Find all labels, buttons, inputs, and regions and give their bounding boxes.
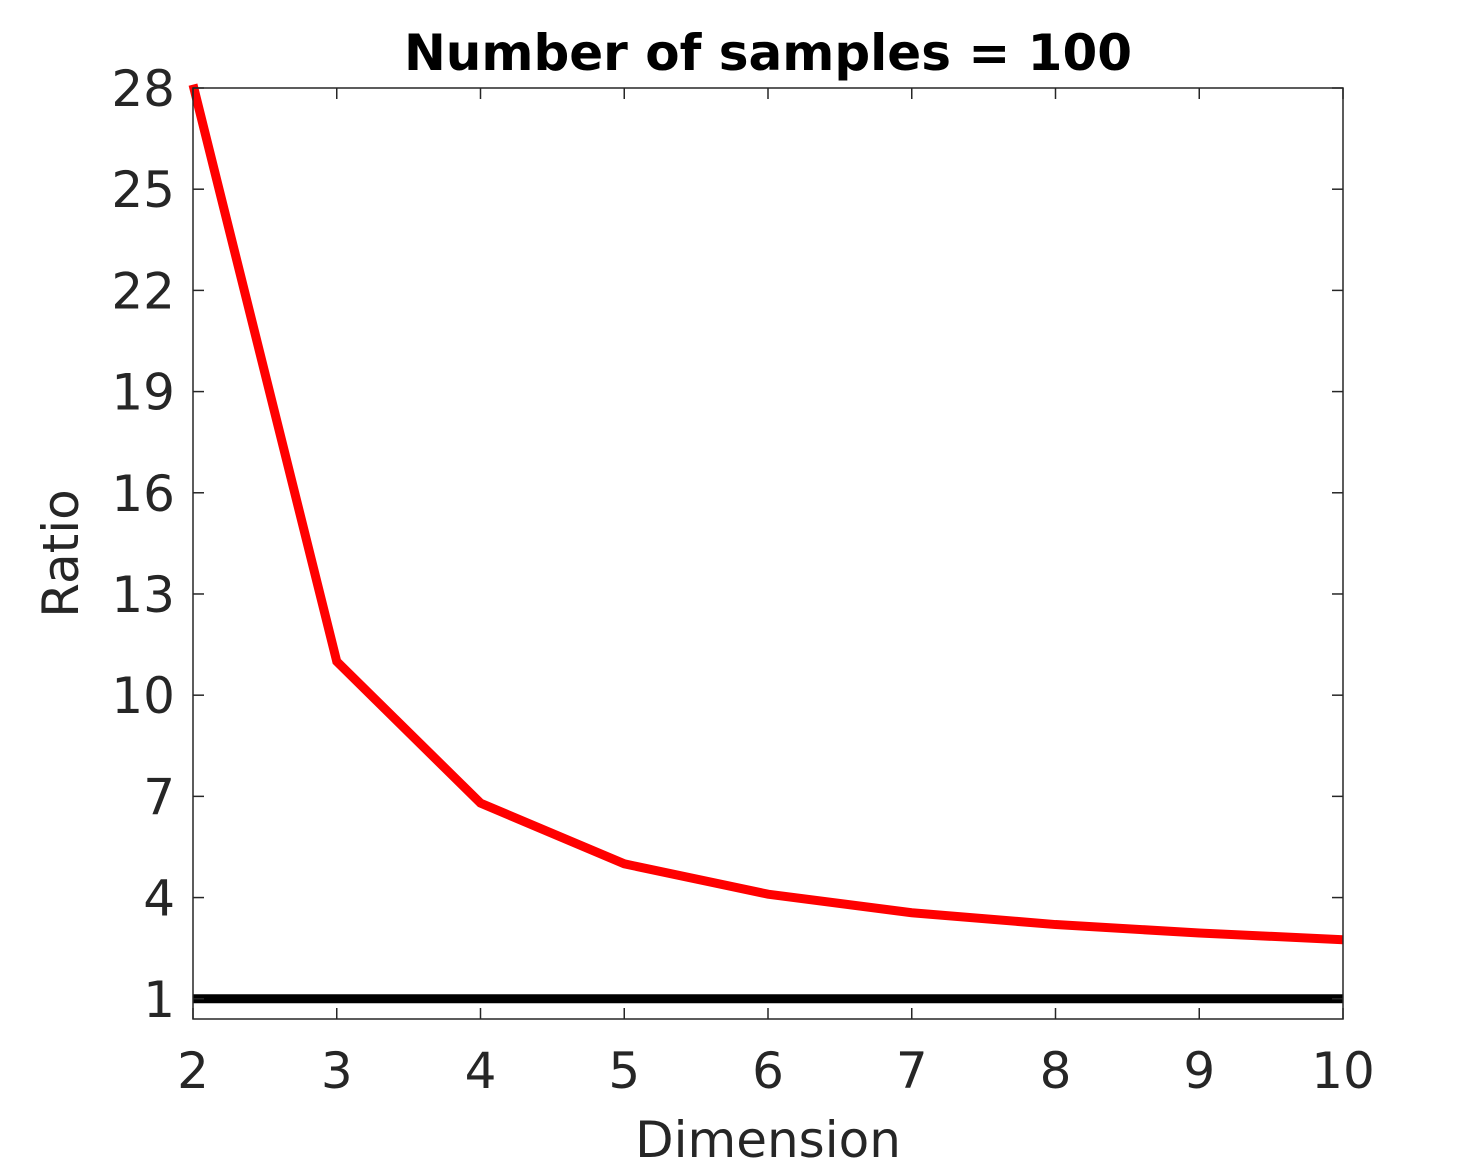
series-layer	[188, 83, 1344, 1004]
x-tick-label: 3	[321, 1042, 353, 1100]
x-tick-label: 7	[896, 1042, 928, 1100]
series-line-1	[188, 83, 1344, 945]
ticks-layer	[192, 87, 1344, 1019]
y-tick-label: 1	[143, 971, 175, 1029]
y-tick-label: 22	[111, 262, 175, 320]
plot-area	[193, 88, 1343, 1019]
x-tick-label: 4	[465, 1042, 497, 1100]
y-axis-label: Ratio	[32, 489, 90, 617]
y-tick-label: 7	[143, 768, 175, 826]
x-tick-label: 5	[608, 1042, 640, 1100]
y-tick-label: 16	[111, 465, 175, 523]
chart-title: Number of samples = 100	[404, 24, 1132, 82]
x-tick-label: 2	[177, 1042, 209, 1100]
y-tick-label: 28	[111, 60, 175, 118]
y-tick-label: 13	[111, 566, 175, 624]
y-tick-label: 25	[111, 161, 175, 219]
y-tick-label: 4	[143, 870, 175, 928]
y-tick-label: 10	[111, 667, 175, 725]
x-axis-label: Dimension	[635, 1111, 901, 1169]
x-tick-label: 6	[752, 1042, 784, 1100]
x-tick-label: 9	[1183, 1042, 1215, 1100]
x-tick-label: 8	[1040, 1042, 1072, 1100]
x-tick-label: 10	[1311, 1042, 1375, 1100]
y-tick-label: 19	[111, 364, 175, 422]
x-tick-labels: 2 3 4 5 6 7 8 9 10	[177, 1042, 1375, 1100]
y-tick-labels: 1 4 7 10 13 16 19 22 25 28	[111, 60, 175, 1029]
